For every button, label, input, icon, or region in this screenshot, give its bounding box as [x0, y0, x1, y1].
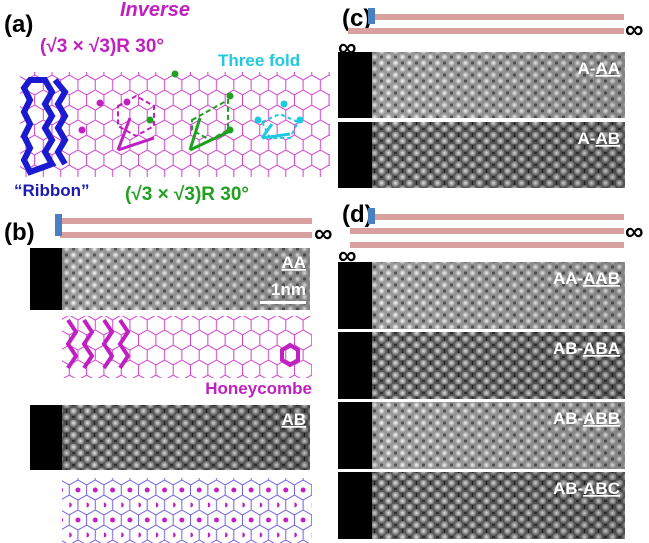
layer-bar — [348, 28, 624, 34]
infinity: ∞ — [314, 218, 333, 248]
stack-label: A-AB — [577, 129, 620, 148]
panel-label: (b) — [4, 219, 35, 246]
sqrt3-label: (√3 × √3)R 30° — [125, 184, 249, 205]
inverse-label: Inverse — [120, 0, 190, 21]
stack-prefix: AB- — [553, 479, 583, 498]
stm-image — [30, 405, 310, 470]
scale-bar — [260, 301, 306, 304]
stack-name: ABA — [583, 339, 620, 358]
model — [62, 316, 312, 378]
stack-name: ABC — [583, 479, 620, 498]
layer-bar — [60, 232, 312, 238]
stack-prefix: AA- — [553, 269, 583, 288]
stack-label: AA-AAB — [553, 269, 620, 288]
sqrt3-label: (√3 × √3)R 30° — [40, 36, 164, 57]
stack-name: AA — [595, 59, 620, 78]
three-fold-label: Three fold — [218, 51, 300, 70]
tip-marker — [368, 8, 375, 24]
stack-label: AA — [281, 253, 306, 272]
stack-label: AB — [281, 410, 306, 429]
figure: (a) Inverse (√3 × √3)R 30° Three fold “R… — [0, 0, 649, 543]
infinity: ∞ — [625, 14, 644, 44]
layer-bar — [60, 218, 312, 224]
layer-bar — [372, 214, 624, 220]
stack-prefix: AB- — [553, 339, 583, 358]
stack-label: AB-ABC — [553, 479, 620, 498]
model — [62, 478, 312, 543]
panel-label: (c) — [342, 5, 371, 32]
layer-bar — [350, 228, 624, 234]
stack-name: AB — [595, 129, 620, 148]
stack-label: AB-ABB — [553, 409, 620, 428]
scale-bar-label: 1nm — [271, 280, 306, 299]
stack-name: AAB — [583, 269, 620, 288]
stack-name: ABB — [583, 409, 620, 428]
model-label: Honeycombe — [205, 379, 312, 398]
stack-label: A-AA — [577, 59, 620, 78]
infinity: ∞ — [625, 216, 644, 246]
stack-prefix: A- — [577, 59, 595, 78]
tip-marker — [55, 214, 62, 236]
layer-bar — [372, 14, 624, 20]
stack-prefix: A- — [577, 129, 595, 148]
panel-label: (a) — [4, 11, 33, 38]
stack-prefix: AB- — [553, 409, 583, 428]
stack-label: AB-ABA — [553, 339, 620, 358]
tip-marker — [368, 208, 375, 224]
stm-image — [30, 248, 310, 310]
layer-bar — [350, 242, 624, 248]
ribbon-label: “Ribbon” — [14, 181, 90, 200]
